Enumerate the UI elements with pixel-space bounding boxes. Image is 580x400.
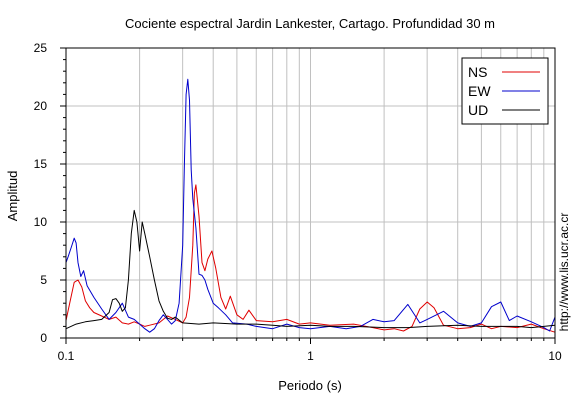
x-tick-label: 1 xyxy=(307,349,314,363)
series-line-ud xyxy=(65,209,556,330)
y-tick-label: 10 xyxy=(34,215,48,229)
legend: NS EW UD xyxy=(461,57,549,125)
x-axis-label: Periodo (s) xyxy=(278,378,342,393)
x-tick-label: 10 xyxy=(548,349,562,363)
legend-label-ud: UD xyxy=(468,102,488,118)
series-line-ew xyxy=(65,78,556,333)
y-tick-label: 25 xyxy=(34,41,48,55)
y-tick-label: 0 xyxy=(40,331,47,345)
legend-label-ns: NS xyxy=(468,64,487,80)
y-axis-label: Amplitud xyxy=(5,171,20,222)
y-tick-label: 20 xyxy=(34,99,48,113)
y-axis-ticks: 0 5 10 15 20 25 xyxy=(34,41,66,345)
chart-title: Cociente espectral Jardin Lankester, Car… xyxy=(125,16,495,31)
x-axis-ticks: 0.1 1 10 xyxy=(58,338,562,363)
side-annotation-url: http://www.lis.ucr.ac.cr xyxy=(557,213,571,332)
legend-label-ew: EW xyxy=(468,83,491,99)
series-line-ns xyxy=(65,184,556,333)
x-tick-label: 0.1 xyxy=(58,349,75,363)
series-lines xyxy=(65,78,556,333)
y-tick-label: 15 xyxy=(34,157,48,171)
grid-lines xyxy=(66,48,555,338)
y-tick-label: 5 xyxy=(40,273,47,287)
